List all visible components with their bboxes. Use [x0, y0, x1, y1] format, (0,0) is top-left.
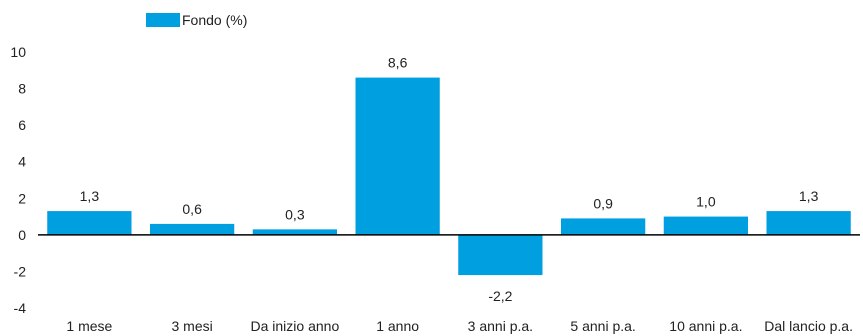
bar	[766, 211, 851, 235]
y-tick-label: 0	[18, 227, 26, 243]
y-tick-label: 6	[18, 117, 26, 133]
x-tick-label: Da inizio anno	[251, 318, 340, 334]
x-tick-label: 5 anni p.a.	[570, 318, 635, 334]
data-label: 1,3	[80, 188, 100, 204]
legend-label: Fondo (%)	[182, 12, 247, 28]
bar	[355, 77, 440, 235]
bar	[560, 218, 646, 235]
data-label: 1,3	[799, 188, 819, 204]
y-tick-label: 2	[18, 190, 26, 206]
y-tick-label: 10	[10, 44, 26, 60]
data-label: -2,2	[488, 288, 512, 304]
x-tick-label: 10 anni p.a.	[669, 318, 742, 334]
bar	[149, 223, 235, 235]
data-label: 1,0	[696, 194, 716, 210]
bar	[252, 229, 338, 235]
bar	[663, 216, 749, 235]
x-tick-label: 3 anni p.a.	[468, 318, 533, 334]
y-axis: -4 -2 0 2 4 6 8 10	[10, 44, 26, 316]
legend-swatch	[146, 13, 180, 27]
data-label: 0,9	[593, 195, 613, 211]
y-tick-label: -4	[14, 300, 27, 316]
y-tick-label: -2	[14, 263, 27, 279]
bars	[47, 77, 851, 276]
data-labels: 1,3 0,6 0,3 8,6 -2,2 0,9 1,0 1,3	[80, 55, 819, 304]
x-axis: 1 mese 3 mesi Da inizio anno 1 anno 3 anni p…	[66, 318, 853, 334]
bar	[47, 211, 132, 235]
legend: Fondo (%)	[146, 12, 247, 28]
x-tick-label: 1 mese	[66, 318, 112, 334]
data-label: 8,6	[388, 55, 408, 71]
data-label: 0,6	[182, 201, 202, 217]
x-tick-label: Dal lancio p.a.	[764, 318, 853, 334]
x-tick-label: 3 mesi	[172, 318, 213, 334]
y-tick-label: 8	[18, 81, 26, 97]
bar	[458, 234, 543, 276]
x-tick-label: 1 anno	[376, 318, 419, 334]
y-tick-label: 4	[18, 154, 26, 170]
data-label: 0,3	[285, 206, 305, 222]
